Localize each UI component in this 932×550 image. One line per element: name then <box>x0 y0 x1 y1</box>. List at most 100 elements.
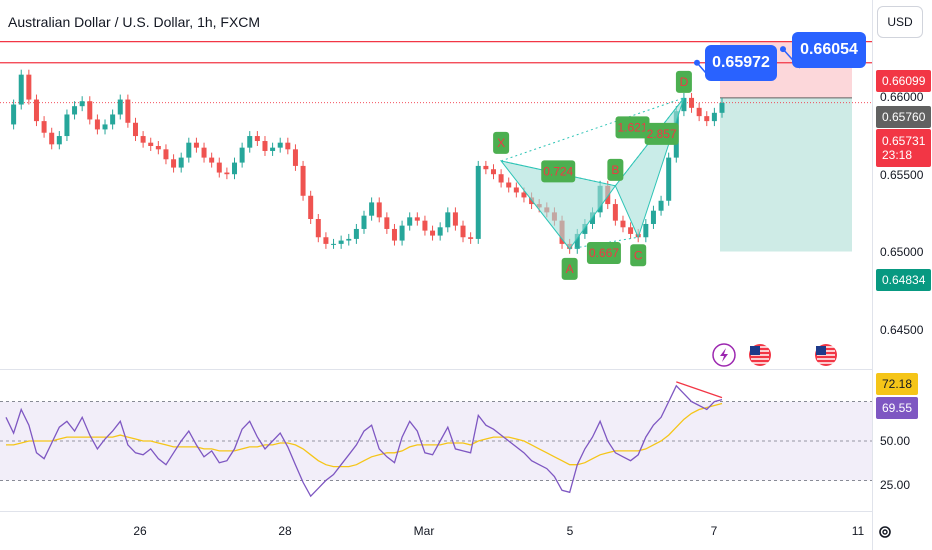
candle-body <box>18 74 24 105</box>
candle-body <box>384 217 390 229</box>
candle-body <box>452 212 458 226</box>
rsi-pane <box>0 381 872 498</box>
candle-body <box>369 202 375 216</box>
candle-body <box>506 182 512 188</box>
current-price-label: 0.65731 <box>882 134 926 148</box>
candle-body <box>94 119 100 130</box>
candle-body <box>323 237 329 244</box>
candle-body <box>49 132 55 145</box>
price-tick: 0.65000 <box>880 245 924 259</box>
candle-body <box>331 243 337 245</box>
candle-body <box>300 165 306 196</box>
pattern-label-text: C <box>634 248 643 262</box>
candle-body <box>582 223 588 234</box>
lightning-icon[interactable] <box>712 343 736 367</box>
harmonic-pattern[interactable]: X A B C D 0.724 0.667 1.621 2.857 <box>493 46 801 280</box>
candle-body <box>155 146 161 150</box>
candle-body <box>643 223 649 238</box>
price-callout[interactable]: 0.66054 <box>792 32 866 68</box>
candle-body <box>521 192 527 198</box>
candle-body <box>56 136 62 145</box>
pattern-label-box <box>615 116 650 139</box>
candle-body <box>414 217 420 221</box>
candle-body <box>666 157 672 201</box>
candle-body <box>11 104 17 125</box>
pattern-label-box <box>607 158 624 181</box>
time-tick: 5 <box>566 524 574 538</box>
candle-body <box>445 212 451 228</box>
candle-body <box>209 157 215 163</box>
candle-body <box>277 142 283 148</box>
us-flag-icon[interactable] <box>749 344 771 366</box>
candle-body <box>140 136 146 143</box>
pattern-label-text: B <box>611 163 619 177</box>
pattern-label-text: 0.724 <box>543 164 573 178</box>
price-callout[interactable]: 0.65972 <box>705 45 777 81</box>
pattern-point-label: X <box>493 131 510 154</box>
time-tick: 28 <box>278 524 292 538</box>
candle-body <box>460 225 466 238</box>
pattern-label-text: A <box>566 262 574 276</box>
candle-body <box>163 149 169 160</box>
pattern-label-text: 1.621 <box>617 120 647 134</box>
candles <box>11 69 725 254</box>
candle-body <box>79 101 85 107</box>
candle-body <box>110 114 116 125</box>
rsi-tag: 69.55 <box>876 397 919 419</box>
lightning-bolt <box>720 348 728 362</box>
pattern-ratio-label: 0.667 <box>586 242 621 265</box>
event-icons[interactable] <box>712 343 837 367</box>
price-tick: 0.65500 <box>880 168 924 182</box>
candle-body <box>117 99 123 115</box>
pattern-label-box <box>493 131 510 154</box>
candle-body <box>338 240 344 244</box>
candle-body <box>132 122 138 137</box>
price-tick: 0.64500 <box>880 323 924 337</box>
candle-body <box>689 97 695 108</box>
candle-body <box>498 174 504 183</box>
pattern-ratio-label: 0.724 <box>541 160 576 183</box>
candle-body <box>186 142 192 158</box>
symbol-title[interactable]: Australian Dollar / U.S. Dollar, 1h, FXC… <box>8 14 261 30</box>
candle-body <box>125 99 131 123</box>
us-flag-icon[interactable] <box>815 344 837 366</box>
pattern-label-box <box>644 122 679 145</box>
candle-body <box>270 147 276 151</box>
pattern-label-text: X <box>497 136 505 150</box>
candle-body <box>262 141 268 151</box>
candle-body <box>719 102 725 113</box>
pattern-label-box <box>561 257 578 280</box>
rsi-tick: 25.00 <box>880 478 911 492</box>
candle-body <box>650 210 656 224</box>
candle-body <box>193 142 199 148</box>
price-tag-stop: 0.66099 <box>876 70 932 92</box>
candle-body <box>437 227 443 236</box>
candle-body <box>513 187 519 193</box>
candle-body <box>216 162 222 173</box>
pattern-point-label: A <box>561 257 578 280</box>
candle-body <box>483 165 489 170</box>
pattern-ratio-label: 1.621 <box>615 116 650 139</box>
candle-body <box>308 195 314 219</box>
flag-canton <box>750 346 760 355</box>
rsi-band <box>0 401 872 481</box>
candle-body <box>711 112 717 122</box>
candle-body <box>224 172 230 175</box>
pattern-label-box <box>541 160 576 183</box>
pattern-label-text: 0.667 <box>589 246 619 260</box>
candle-body <box>628 227 634 234</box>
chart-background <box>0 0 873 550</box>
price-tick: 0.66000 <box>880 90 924 104</box>
rsi-line <box>5 384 723 498</box>
candle-body <box>475 165 481 239</box>
pattern-label-text: 2.857 <box>647 127 677 141</box>
currency-button[interactable]: USD <box>877 6 923 38</box>
price-tag-target: 0.64834 <box>876 269 932 291</box>
candle-body <box>315 219 321 238</box>
settings-gear-icon[interactable] <box>877 524 893 540</box>
candle-body <box>285 142 291 150</box>
price-tag-current: 0.65731 23:18 <box>876 129 932 167</box>
pattern-point-label: C <box>630 244 647 267</box>
pattern-label-text: D <box>680 75 689 89</box>
